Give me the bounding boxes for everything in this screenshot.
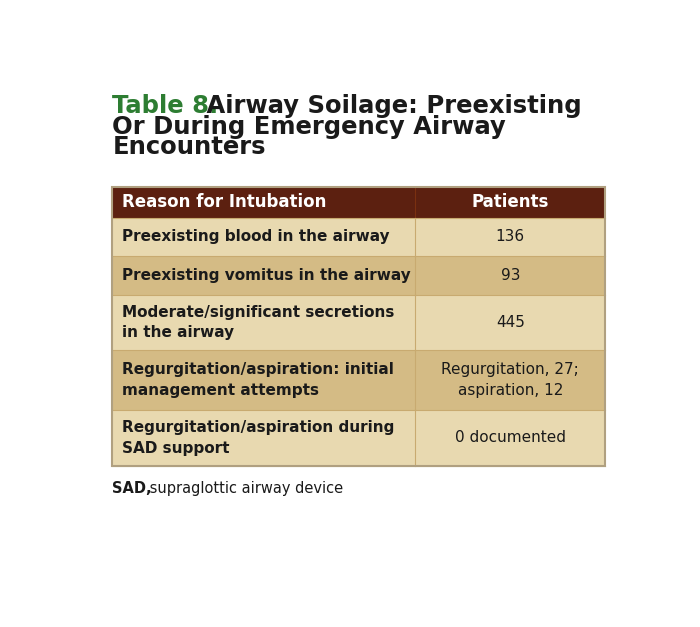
Text: 445: 445: [496, 315, 525, 330]
Bar: [112, 295, 606, 350]
Text: Patients: Patients: [472, 193, 549, 211]
Text: Preexisting vomitus in the airway: Preexisting vomitus in the airway: [122, 268, 410, 283]
Text: Table 8.: Table 8.: [112, 95, 218, 119]
Text: Regurgitation/aspiration: initial
management attempts: Regurgitation/aspiration: initial manage…: [122, 362, 393, 398]
Text: Airway Soilage: Preexisting: Airway Soilage: Preexisting: [197, 95, 582, 119]
Text: SAD,: SAD,: [112, 481, 152, 496]
Text: Encounters: Encounters: [112, 135, 266, 159]
Text: Or During Emergency Airway: Or During Emergency Airway: [112, 115, 506, 139]
Bar: [112, 218, 606, 256]
Text: 136: 136: [496, 229, 525, 245]
Text: 93: 93: [500, 268, 520, 283]
Bar: [112, 256, 606, 295]
Text: 0 documented: 0 documented: [455, 430, 566, 445]
Bar: [112, 187, 606, 466]
Text: Regurgitation/aspiration during
SAD support: Regurgitation/aspiration during SAD supp…: [122, 420, 394, 456]
Text: supraglottic airway device: supraglottic airway device: [145, 481, 343, 496]
Text: Reason for Intubation: Reason for Intubation: [122, 193, 326, 211]
Text: Regurgitation, 27;
aspiration, 12: Regurgitation, 27; aspiration, 12: [442, 362, 579, 398]
Text: Moderate/significant secretions
in the airway: Moderate/significant secretions in the a…: [122, 305, 394, 340]
Bar: [112, 410, 606, 466]
Text: Preexisting blood in the airway: Preexisting blood in the airway: [122, 229, 389, 245]
Bar: [112, 187, 606, 218]
Bar: [112, 350, 606, 410]
